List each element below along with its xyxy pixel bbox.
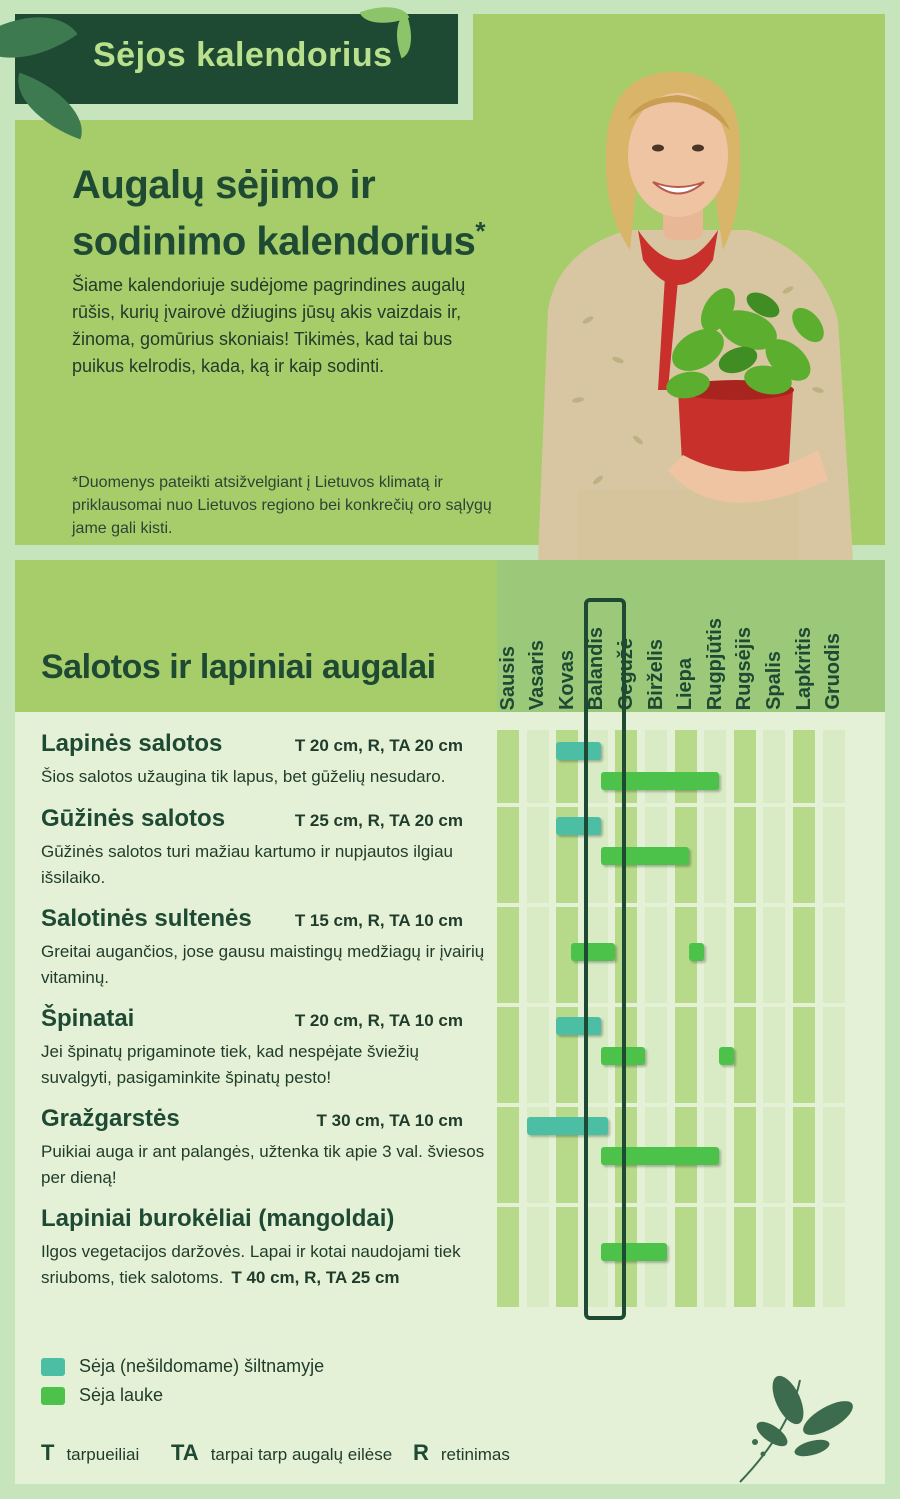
plant-description: Jei špinatų prigaminote tiek, kad nespėj… — [41, 1042, 419, 1087]
plant-entry: Lapiniai burokėliai (mangoldai) Ilgos veg… — [41, 1205, 491, 1291]
plant-description: Puikiai auga ir ant palangės, užtenka ti… — [41, 1142, 485, 1187]
month-label-10: Lapkritis — [789, 560, 819, 710]
month-label-text: Rugpjūtis — [703, 617, 726, 710]
outdoor-sowing-bar — [600, 1243, 668, 1261]
month-column — [733, 730, 756, 1307]
month-label-8: Rugsėjis — [730, 560, 760, 710]
row-divider — [497, 903, 867, 907]
month-header — [497, 560, 885, 712]
legend-outdoor: Sėja lauke — [41, 1385, 163, 1406]
outdoor-swatch — [41, 1386, 65, 1405]
row-divider — [497, 1103, 867, 1107]
section-title: Salotos ir lapiniai augalai — [41, 648, 436, 686]
month-label-text: Rugsėjis — [733, 626, 756, 710]
month-label-text: Sausis — [496, 645, 519, 710]
plant-name: Gražgarstės — [41, 1105, 180, 1132]
abbreviation-ta: TA tarpai tarp augalų eilėse — [171, 1440, 393, 1465]
month-label-1: Vasaris — [523, 560, 553, 710]
row-divider — [497, 1003, 867, 1007]
greenhouse-sowing-bar — [556, 817, 601, 835]
outdoor-sowing-bar — [689, 943, 705, 961]
plant-spacing-spec: T 40 cm, R, TA 25 cm — [231, 1268, 400, 1287]
month-label-text: Vasaris — [526, 639, 549, 710]
plant-name: Špinatai — [41, 1005, 135, 1032]
plant-entry: Lapinės salotos T 20 cm, R, TA 20 cm Šios … — [41, 730, 491, 790]
greenhouse-sowing-bar — [556, 742, 601, 760]
plant-spacing-spec: T 20 cm, R, TA 10 cm — [294, 1011, 463, 1030]
row-divider — [497, 1203, 867, 1207]
month-label-text: Spalis — [762, 651, 785, 710]
outdoor-sowing-bar — [719, 1047, 734, 1065]
header-tab: Sėjos kalendorius — [15, 14, 458, 104]
outdoor-sowing-bar — [600, 772, 719, 790]
hero-panel: Sėjos kalendorius Augalų sėjimo ir sodin… — [15, 14, 885, 560]
decorative-branch-icon — [739, 1375, 853, 1483]
month-label-6: Liepa — [671, 560, 701, 710]
month-column — [497, 730, 519, 1307]
woman-with-basil-illustration — [538, 71, 853, 560]
calendar-section: Salotos ir lapiniai augalai Sausis Vasari… — [15, 560, 885, 1484]
month-column — [526, 730, 549, 1307]
month-label-11: Gruodis — [819, 560, 849, 710]
hero-title: Augalų sėjimo ir sodinimo kalendorius* — [72, 163, 486, 264]
header-tab-title: Sėjos kalendorius — [93, 36, 393, 74]
plant-name: Gūžinės salotos — [41, 805, 226, 832]
month-label-9: Spalis — [759, 560, 789, 710]
plant-description: Greitai augančios, jose gausu maistingų … — [41, 942, 485, 987]
plant-entry: Salotinės sultenės T 15 cm, R, TA 10 cm Gr… — [41, 905, 491, 991]
month-column — [763, 730, 786, 1307]
hero-intro-text: Šiame kalendoriuje sudėjome pagrindines … — [72, 275, 466, 376]
plant-spacing-spec: T 30 cm, TA 10 cm — [316, 1111, 463, 1130]
current-month-highlight — [584, 598, 626, 1320]
month-column — [674, 730, 697, 1307]
month-label-text: Lapkritis — [792, 626, 815, 710]
greenhouse-swatch — [41, 1357, 65, 1376]
month-label-text: Birželis — [644, 638, 667, 710]
month-label-2: Kovas — [552, 560, 582, 710]
month-label-text: Kovas — [555, 649, 578, 710]
month-column — [822, 730, 845, 1307]
plant-description: Gūžinės salotos turi mažiau kartumo ir n… — [41, 842, 453, 887]
plant-entry: Gūžinės salotos T 25 cm, R, TA 20 cm Gūžin… — [41, 805, 491, 891]
plant-entry: Gražgarstės T 30 cm, TA 10 cm Puikiai auga… — [41, 1105, 491, 1191]
plant-spacing-spec: T 25 cm, R, TA 20 cm — [294, 811, 463, 830]
month-column — [645, 730, 667, 1307]
month-label-0: Sausis — [493, 560, 523, 710]
plant-spacing-spec: T 20 cm, R, TA 20 cm — [294, 736, 463, 755]
hero-footnote: *Duomenys pateikti atsižvelgiant į Lietu… — [72, 474, 492, 537]
outdoor-sowing-bar — [600, 1147, 719, 1165]
outdoor-sowing-bar — [571, 943, 616, 961]
legend-outdoor-label: Sėja lauke — [79, 1385, 164, 1405]
plant-description: Ilgos vegetacijos daržovės. Lapai ir kot… — [41, 1242, 461, 1287]
month-label-text: Liepa — [674, 657, 697, 710]
plant-name: Lapiniai burokėliai (mangoldai) — [41, 1205, 395, 1232]
legend-greenhouse-label: Sėja (nešildomame) šiltnamyje — [79, 1356, 325, 1376]
month-column — [704, 730, 727, 1307]
greenhouse-sowing-bar — [556, 1017, 601, 1035]
plant-description: Šios salotos užaugina tik lapus, bet gūž… — [41, 767, 446, 786]
row-divider — [497, 803, 867, 807]
plant-entry: Špinatai T 20 cm, R, TA 10 cm Jei špinatų … — [41, 1005, 491, 1091]
legend-greenhouse: Sėja (nešildomame) šiltnamyje — [41, 1356, 324, 1377]
plant-name: Lapinės salotos — [41, 730, 223, 757]
month-label-text: Gruodis — [822, 633, 845, 710]
month-column — [793, 730, 815, 1307]
month-label-7: Rugpjūtis — [700, 560, 730, 710]
plant-name: Salotinės sultenės — [41, 905, 252, 932]
month-label-5: Birželis — [641, 560, 671, 710]
plant-spacing-spec: T 15 cm, R, TA 10 cm — [294, 911, 463, 930]
